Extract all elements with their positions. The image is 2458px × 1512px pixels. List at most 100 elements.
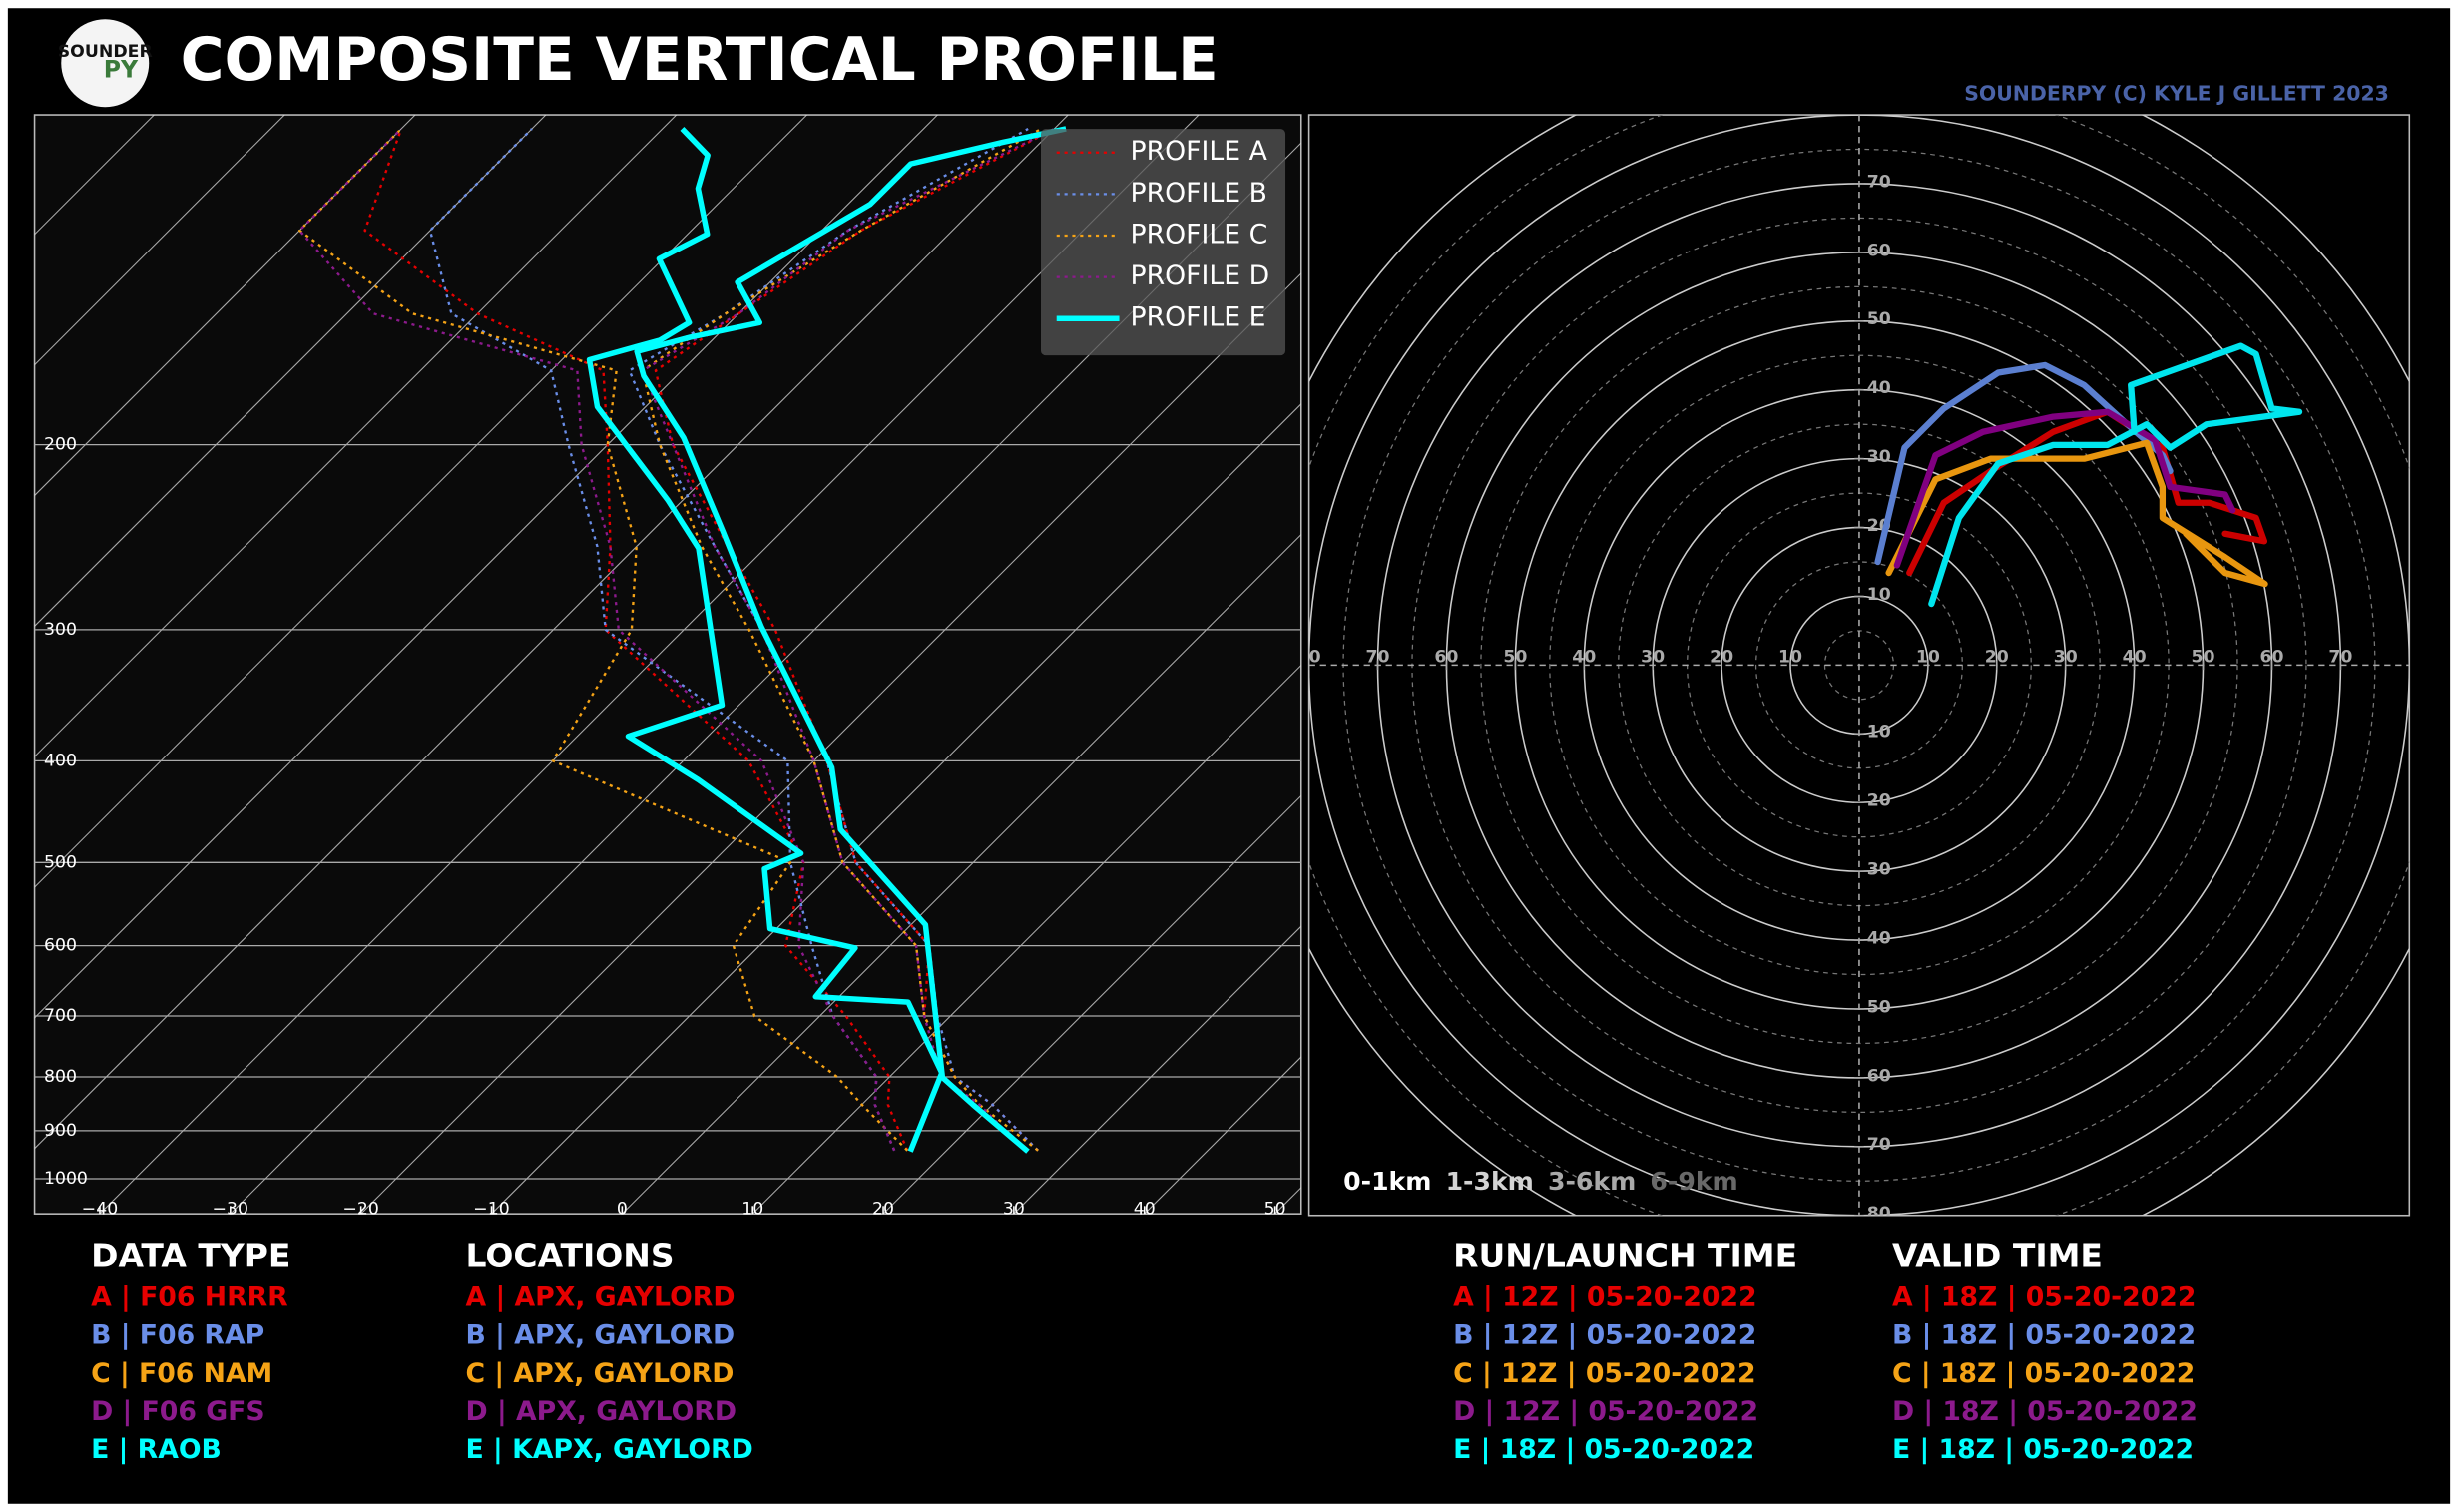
table-header: VALID TIME	[1892, 1237, 2103, 1275]
x-tick-label: 30	[1641, 648, 1665, 668]
y-tick-label: 80	[1867, 1204, 1891, 1224]
height-legend: 0-1km	[1343, 1167, 1431, 1196]
table-header: DATA TYPE	[91, 1237, 290, 1275]
y-tick-label: 900	[44, 1121, 77, 1141]
y-tick-label: 30	[1867, 860, 1891, 880]
x-tick-label: 10	[1778, 648, 1802, 668]
isotherm	[99, 115, 1200, 1215]
x-tick-label: −40	[82, 1199, 118, 1219]
hodograph-trace	[1893, 408, 2236, 569]
table-cell: E | 18Z | 05-20-2022	[1453, 1434, 1754, 1465]
table-cell: D | APX, GAYLORD	[466, 1396, 737, 1427]
y-tick-label: 50	[1867, 309, 1891, 329]
y-tick-label: 20	[1867, 791, 1891, 811]
credit: SOUNDERPY (C) KYLE J GILLETT 2023	[1964, 82, 2389, 106]
legend-label: PROFILE E	[1131, 302, 1266, 333]
x-tick-label: 30	[2054, 648, 2078, 668]
isotherm	[34, 115, 678, 757]
table-cell: E | KAPX, GAYLORD	[466, 1434, 753, 1465]
x-tick-label: 80	[1297, 648, 1321, 668]
y-tick-label: 800	[44, 1067, 77, 1087]
x-tick-label: 50	[1264, 1199, 1286, 1219]
height-legend: 1-3km	[1446, 1167, 1534, 1196]
isotherm	[491, 403, 1301, 1215]
x-tick-label: −30	[213, 1199, 248, 1219]
legend-label: PROFILE D	[1131, 260, 1270, 291]
x-tick-label: 30	[1003, 1199, 1025, 1219]
x-tick-label: 20	[1710, 648, 1733, 668]
table-cell: C | 12Z | 05-20-2022	[1453, 1358, 1755, 1389]
x-tick-label: 10	[741, 1199, 763, 1219]
table-cell: B | 12Z | 05-20-2022	[1453, 1320, 1756, 1351]
table-cell: D | 12Z | 05-20-2022	[1453, 1396, 1758, 1427]
y-tick-label: 30	[1867, 447, 1891, 467]
y-tick-label: 60	[1867, 1066, 1891, 1086]
y-tick-label: 1000	[44, 1169, 88, 1189]
x-tick-label: 60	[2259, 648, 2283, 668]
x-tick-label: 40	[1134, 1199, 1156, 1219]
x-tick-label: 40	[2123, 648, 2147, 668]
x-tick-label: 10	[1916, 648, 1940, 668]
logo-accent: PY	[104, 56, 139, 84]
y-tick-label: 200	[44, 435, 77, 455]
legend-label: PROFILE C	[1131, 219, 1268, 250]
hodograph-trace	[1906, 408, 2268, 577]
dewpoint-line	[428, 128, 896, 1152]
table-cell: A | 18Z | 05-20-2022	[1892, 1281, 2197, 1312]
y-tick-label: 10	[1867, 723, 1891, 743]
y-tick-label: 50	[1867, 997, 1891, 1017]
y-tick-label: 70	[1867, 1135, 1891, 1155]
table-cell: C | 18Z | 05-20-2022	[1892, 1358, 2195, 1389]
height-legend: 3-6km	[1548, 1167, 1636, 1196]
y-tick-label: 10	[1867, 585, 1891, 605]
x-tick-label: 70	[2328, 648, 2352, 668]
temperature-line	[641, 127, 1055, 1152]
table-cell: A | 12Z | 05-20-2022	[1453, 1281, 1757, 1312]
isotherm	[621, 533, 1301, 1215]
table-cell: D | F06 GFS	[91, 1396, 265, 1427]
y-tick-label: 400	[44, 751, 77, 770]
y-tick-label: 500	[44, 852, 77, 872]
x-tick-label: 40	[1572, 648, 1596, 668]
x-tick-label: 70	[1366, 648, 1390, 668]
isotherm	[34, 115, 285, 366]
table-header: RUN/LAUNCH TIME	[1453, 1237, 1797, 1275]
hodograph-trace	[1928, 342, 2303, 608]
x-tick-label: 50	[1503, 648, 1527, 668]
table-cell: C | APX, GAYLORD	[466, 1358, 735, 1389]
legend-box	[1041, 129, 1286, 356]
dewpoint-line	[363, 128, 909, 1152]
isotherm	[34, 115, 807, 888]
y-tick-label: 700	[44, 1006, 77, 1026]
x-tick-label: 20	[1985, 648, 2009, 668]
x-tick-label: −10	[473, 1199, 509, 1219]
table-cell: B | F06 RAP	[91, 1320, 264, 1351]
table-cell: B | 18Z | 05-20-2022	[1892, 1320, 2196, 1351]
y-tick-label: 70	[1867, 172, 1891, 192]
height-legend: 6-9km	[1650, 1167, 1737, 1196]
x-tick-label: 20	[872, 1199, 894, 1219]
logo-text: SOUNDER	[58, 42, 153, 62]
logo	[61, 19, 150, 108]
table-cell: B | APX, GAYLORD	[466, 1320, 736, 1351]
y-tick-label: 40	[1867, 928, 1891, 948]
isotherm	[1013, 925, 1301, 1215]
isotherm	[34, 115, 1069, 1150]
title: COMPOSITE VERTICAL PROFILE	[181, 26, 1219, 95]
table-cell: E | RAOB	[91, 1434, 222, 1465]
hodograph-plot: 80 70 60 50 40 30 20 10 10 20 30 40 50 60 70 10 20 30 40 50…	[1297, 115, 2410, 1224]
y-tick-label: 300	[44, 620, 77, 640]
table-cell: E | 18Z | 05-20-2022	[1892, 1434, 2194, 1465]
hodograph-trace	[1885, 439, 2268, 588]
table-cell: A | F06 HRRR	[91, 1281, 288, 1312]
isotherm	[34, 115, 416, 497]
y-tick-label: 40	[1867, 378, 1891, 398]
table-cell: C | F06 NAM	[91, 1358, 272, 1389]
table-header: LOCATIONS	[466, 1237, 675, 1275]
isotherm	[882, 794, 1301, 1215]
x-tick-label: 50	[2192, 648, 2215, 668]
temperature-line	[634, 126, 1067, 1154]
